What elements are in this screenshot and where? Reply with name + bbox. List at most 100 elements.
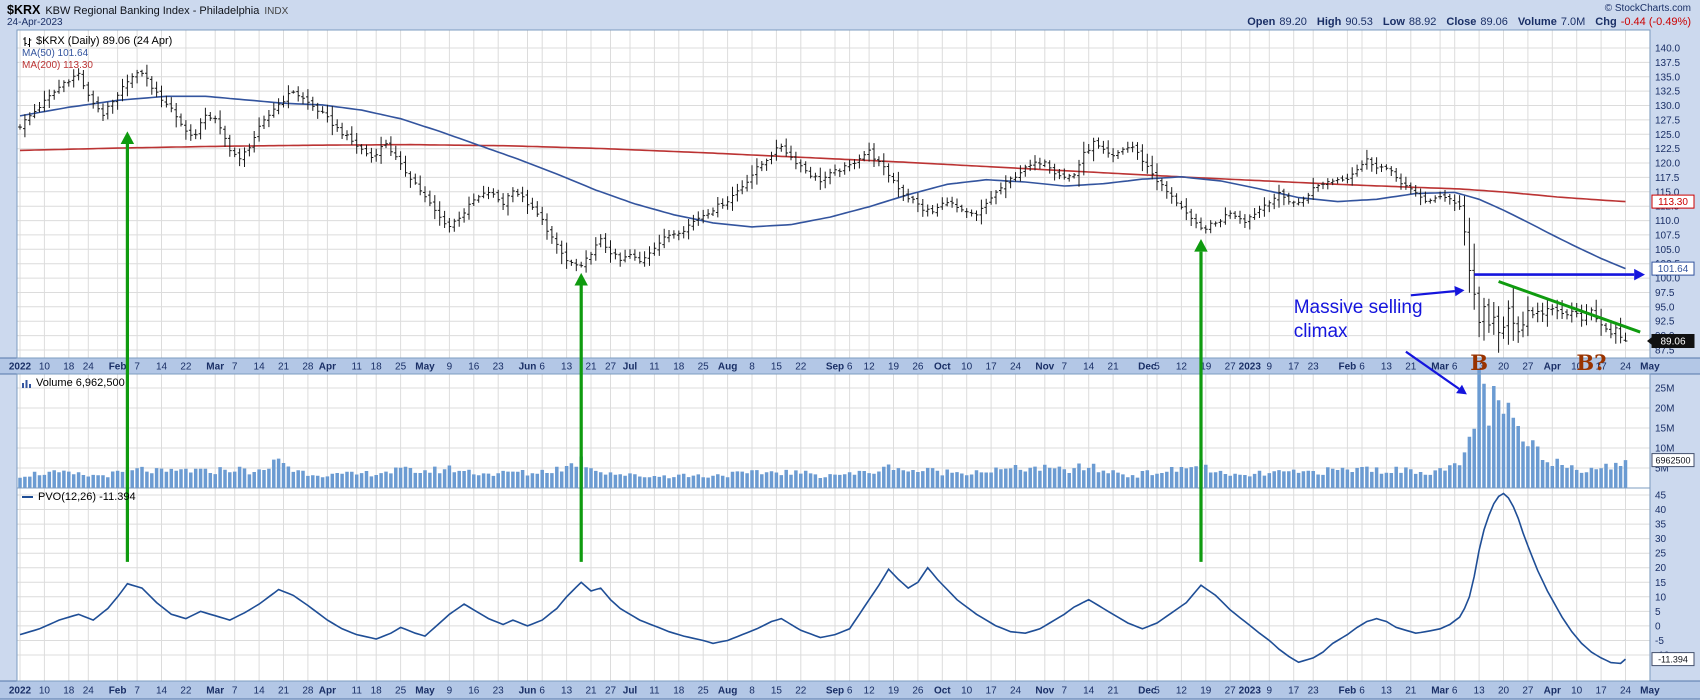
svg-text:135.0: 135.0: [1655, 72, 1680, 83]
ticker-symbol: $KRX: [7, 3, 41, 17]
svg-text:Jul: Jul: [623, 362, 638, 373]
svg-text:Mar: Mar: [1431, 362, 1449, 373]
svg-text:24: 24: [1620, 686, 1632, 697]
svg-text:27: 27: [605, 362, 617, 373]
axis-label-box: 101.64: [1651, 261, 1695, 276]
svg-text:21: 21: [1405, 362, 1417, 373]
svg-text:11: 11: [352, 686, 363, 697]
svg-text:Apr: Apr: [319, 686, 336, 697]
svg-text:Apr: Apr: [1544, 686, 1561, 697]
svg-text:15: 15: [1655, 578, 1667, 589]
svg-text:87.5: 87.5: [1655, 346, 1675, 357]
axis-label-box: 89.06: [1647, 334, 1695, 348]
green-trendline: [1498, 280, 1641, 334]
chart-header: $KRX KBW Regional Banking Index - Philade…: [0, 0, 1700, 30]
svg-text:9: 9: [447, 686, 453, 697]
svg-text:5M: 5M: [1655, 464, 1669, 475]
svg-text:8: 8: [749, 686, 755, 697]
svg-text:6: 6: [1452, 686, 1458, 697]
panel-bg: [17, 30, 1650, 358]
svg-text:127.5: 127.5: [1655, 115, 1680, 126]
quote-label: Volume: [1517, 16, 1557, 28]
svg-text:10: 10: [1655, 592, 1667, 603]
svg-text:Aug: Aug: [718, 362, 737, 373]
svg-text:May: May: [1640, 362, 1660, 373]
svg-text:18: 18: [63, 362, 75, 373]
svg-text:25: 25: [1655, 549, 1667, 560]
svg-text:14: 14: [254, 686, 266, 697]
svg-text:13: 13: [1474, 362, 1486, 373]
quote-label: Close: [1446, 16, 1477, 28]
svg-text:6: 6: [539, 362, 545, 373]
svg-text:28: 28: [302, 686, 314, 697]
svg-text:27: 27: [1225, 686, 1237, 697]
index-name: KBW Regional Banking Index - Philadelphi…: [45, 5, 260, 17]
svg-text:95.0: 95.0: [1655, 302, 1675, 313]
svg-text:10: 10: [961, 362, 973, 373]
gridlines: [17, 30, 1651, 681]
svg-text:21: 21: [1108, 362, 1120, 373]
svg-text:6962500: 6962500: [1655, 455, 1690, 465]
ohlc-style-icon: [22, 36, 32, 47]
svg-text:97.5: 97.5: [1655, 288, 1675, 299]
svg-text:17: 17: [1288, 362, 1300, 373]
svg-text:26: 26: [912, 362, 924, 373]
svg-text:45: 45: [1655, 491, 1667, 502]
volume-bars: [18, 368, 1628, 488]
pvo-legend-row: PVO(12,26) -11.394: [22, 491, 136, 503]
svg-text:Sep: Sep: [826, 362, 844, 373]
svg-text:27: 27: [605, 686, 617, 697]
climax-annotation-text: climax: [1294, 321, 1348, 342]
green-up-arrow-head: [1194, 239, 1208, 252]
svg-text:13: 13: [561, 362, 573, 373]
svg-text:130.0: 130.0: [1655, 101, 1680, 112]
svg-text:14: 14: [156, 362, 168, 373]
svg-text:7: 7: [1062, 362, 1068, 373]
axis-label-box: 113.30: [1651, 194, 1695, 209]
svg-text:Apr: Apr: [319, 362, 336, 373]
svg-text:20: 20: [1498, 686, 1510, 697]
svg-text:28: 28: [302, 362, 314, 373]
svg-text:15: 15: [771, 686, 783, 697]
svg-text:10: 10: [961, 686, 973, 697]
volume-legend: Volume 6,962,500: [36, 377, 125, 389]
svg-text:Nov: Nov: [1035, 686, 1054, 697]
svg-text:Feb: Feb: [109, 686, 127, 697]
svg-text:6: 6: [1452, 362, 1458, 373]
blue-volume-arrow-head: [1456, 384, 1467, 395]
svg-text:5: 5: [1655, 607, 1661, 618]
volume-bars-icon: [22, 378, 32, 388]
svg-text:100.0: 100.0: [1655, 274, 1680, 285]
svg-text:Oct: Oct: [934, 362, 951, 373]
svg-text:137.5: 137.5: [1655, 58, 1680, 69]
svg-text:16: 16: [468, 686, 480, 697]
price-legend: $KRX (Daily) 89.06 (24 Apr): [36, 35, 173, 47]
svg-text:Oct: Oct: [934, 686, 951, 697]
svg-text:0: 0: [1655, 621, 1661, 632]
svg-text:7: 7: [1062, 686, 1068, 697]
svg-text:14: 14: [156, 686, 168, 697]
ohlc-ticks: [18, 70, 1628, 342]
svg-text:40: 40: [1655, 505, 1667, 516]
quote-value: 89.06: [1480, 16, 1508, 28]
svg-text:13: 13: [1381, 362, 1393, 373]
svg-text:Jul: Jul: [623, 686, 638, 697]
svg-text:20M: 20M: [1655, 404, 1674, 415]
svg-text:May: May: [415, 362, 435, 373]
ma50-line: [19, 95, 1626, 270]
svg-text:17: 17: [1596, 362, 1608, 373]
svg-text:107.5: 107.5: [1655, 230, 1680, 241]
svg-text:12: 12: [1176, 686, 1188, 697]
svg-text:12: 12: [864, 686, 876, 697]
svg-text:89.06: 89.06: [1660, 336, 1685, 347]
quote-label: Open: [1247, 16, 1276, 28]
svg-text:10M: 10M: [1655, 444, 1674, 455]
svg-text:14: 14: [1083, 686, 1095, 697]
svg-text:21: 21: [585, 686, 597, 697]
svg-text:25: 25: [698, 362, 710, 373]
blue-volume-arrow: [1405, 350, 1460, 390]
svg-text:Aug: Aug: [718, 686, 737, 697]
svg-text:17: 17: [1596, 686, 1608, 697]
